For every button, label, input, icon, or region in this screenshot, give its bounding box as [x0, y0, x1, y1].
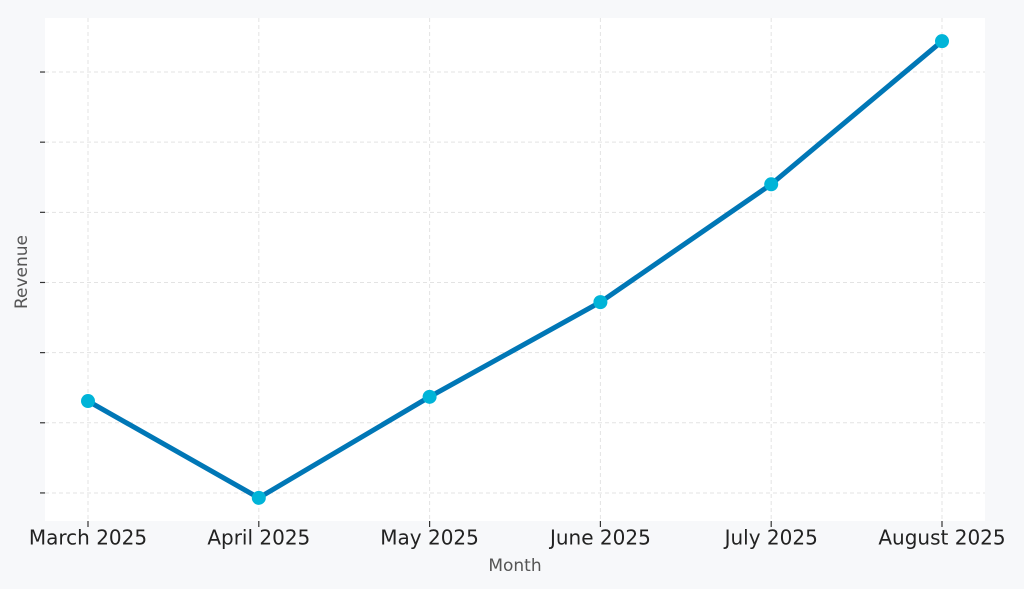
x-tick-label: August 2025	[878, 526, 1005, 550]
plot-area	[45, 18, 985, 521]
y-axis-title: Revenue	[12, 235, 32, 309]
x-tick-label: May 2025	[380, 526, 479, 550]
x-tick-label: March 2025	[29, 526, 147, 550]
marker	[422, 389, 437, 404]
x-tick-label: April 2025	[207, 526, 310, 550]
x-tick-label: July 2025	[723, 526, 818, 550]
x-axis-title: Month	[488, 556, 541, 576]
marker	[935, 34, 949, 49]
line	[86, 39, 944, 501]
marker	[251, 490, 266, 505]
marker	[593, 295, 608, 310]
x-tick-label: June 2025	[548, 526, 651, 550]
marker	[81, 394, 95, 409]
marker	[764, 177, 779, 192]
